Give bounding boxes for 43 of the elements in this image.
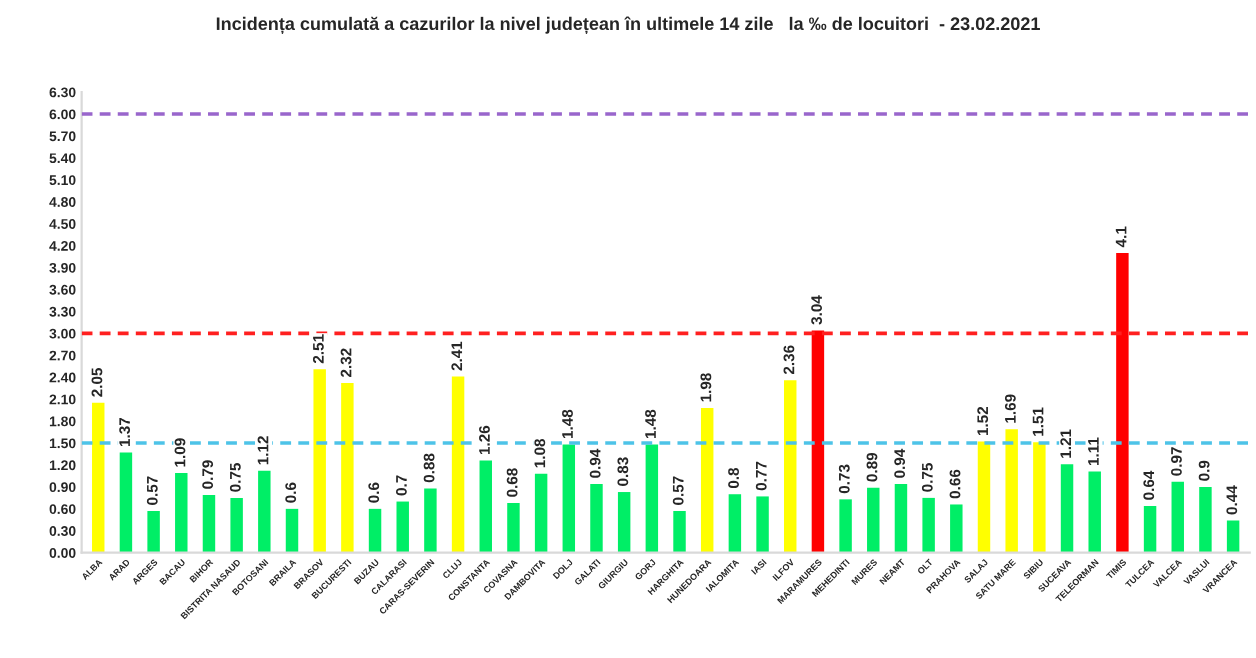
bar: [590, 484, 603, 553]
bar: [756, 496, 769, 553]
bar: [894, 484, 908, 553]
bar: [977, 441, 991, 553]
bar: [562, 444, 576, 553]
bar: [728, 494, 742, 553]
bar: [341, 383, 354, 553]
bar: [147, 511, 160, 553]
bar: [673, 511, 686, 553]
bar: [645, 444, 659, 553]
bar: [313, 369, 326, 553]
bar: [811, 330, 825, 553]
bar: [1143, 505, 1157, 553]
bar: [700, 407, 714, 553]
bar: [1199, 486, 1212, 553]
bar: [92, 402, 105, 553]
bar: [1060, 464, 1074, 553]
bar: [534, 473, 548, 553]
bar: [368, 508, 382, 553]
bar: [396, 501, 409, 553]
bar: [922, 497, 935, 553]
bar: [950, 504, 963, 553]
bar: [1088, 471, 1101, 553]
bar: [1005, 429, 1018, 553]
bar: [119, 452, 133, 553]
bar: [1171, 481, 1184, 553]
bar: [451, 376, 465, 553]
bar: [507, 503, 520, 553]
bar: [258, 470, 271, 553]
bar: [202, 494, 216, 553]
bar: [175, 473, 188, 553]
bar: [1116, 252, 1129, 553]
bar: [424, 488, 437, 553]
bar: [867, 487, 880, 553]
bar: [230, 497, 243, 553]
bar: [784, 380, 797, 553]
bar: [1033, 442, 1046, 553]
chart-title: Incidența cumulată a cazurilor la nivel județean în ultimele 14 zile la ‰ de locuitori - 23.02.2021: [216, 16, 1040, 35]
bar: [285, 508, 299, 553]
bar: [1226, 520, 1240, 553]
bar: [839, 499, 852, 553]
bar: [617, 492, 631, 553]
bar: [479, 460, 492, 553]
